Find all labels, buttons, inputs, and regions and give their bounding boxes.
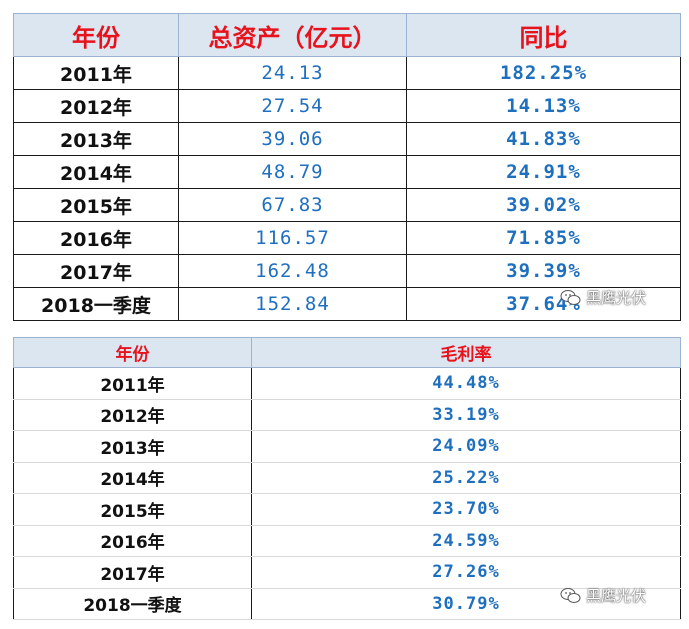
gross-margin-table: 年份 毛利率 2011年 44.48% 2012年 33.19% 2013年 24.09%…: [13, 337, 681, 620]
gross-margin-cell: 25.22%: [251, 462, 681, 494]
year-cell: 2012年: [13, 399, 252, 431]
table-row: 2016年 24.59%: [13, 525, 681, 557]
year-cell: 2015年: [13, 188, 179, 222]
table-row: 2013年 24.09%: [13, 430, 681, 463]
watermark: 黑鹰光伏: [560, 287, 646, 308]
header-year: 年份: [13, 13, 179, 57]
total-assets-cell: 24.13: [178, 56, 407, 90]
yoy-cell: 14.13%: [406, 89, 681, 123]
watermark-text: 黑鹰光伏: [586, 289, 647, 307]
table-header-row: 年份 总资产（亿元） 同比: [13, 13, 681, 57]
gross-margin-cell: 33.19%: [251, 399, 681, 431]
gross-margin-cell: 27.26%: [251, 556, 681, 589]
wechat-icon: [560, 587, 581, 603]
table-row: 2011年 24.13 182.25%: [13, 56, 681, 90]
year-cell: 2016年: [13, 221, 179, 255]
header-yoy: 同比: [406, 13, 681, 57]
table-row: 2015年 23.70%: [13, 493, 681, 526]
wechat-icon: [560, 289, 581, 305]
year-cell: 2014年: [13, 462, 252, 494]
total-assets-cell: 67.83: [178, 188, 407, 222]
header-gross-margin: 毛利率: [251, 337, 681, 368]
year-cell: 2014年: [13, 155, 179, 189]
table-row: 2012年 33.19%: [13, 399, 681, 431]
total-assets-cell: 116.57: [178, 221, 407, 255]
table-row: 2017年 162.48 39.39%: [13, 254, 681, 288]
table-row: 2014年 25.22%: [13, 462, 681, 494]
year-cell: 2012年: [13, 89, 179, 123]
year-cell: 2018一季度: [13, 588, 252, 620]
yoy-cell: 39.02%: [406, 188, 681, 222]
total-assets-cell: 39.06: [178, 122, 407, 156]
year-cell: 2011年: [13, 367, 252, 400]
table-divider: [0, 325, 689, 337]
header-total-assets: 总资产（亿元）: [178, 13, 407, 57]
gross-margin-cell: 30.79%: [251, 588, 681, 620]
year-cell: 2011年: [13, 56, 179, 90]
header-year: 年份: [13, 337, 252, 368]
gross-margin-cell: 24.59%: [251, 525, 681, 557]
yoy-cell: 41.83%: [406, 122, 681, 156]
total-assets-cell: 152.84: [178, 287, 407, 321]
yoy-cell: 24.91%: [406, 155, 681, 189]
year-cell: 2017年: [13, 556, 252, 589]
table-row: 2014年 48.79 24.91%: [13, 155, 681, 189]
total-assets-table: 年份 总资产（亿元） 同比 2011年 24.13 182.25% 2012年 27.5…: [13, 13, 681, 321]
year-cell: 2017年: [13, 254, 179, 288]
gross-margin-cell: 44.48%: [251, 367, 681, 400]
total-assets-cell: 27.54: [178, 89, 407, 123]
total-assets-cell: 48.79: [178, 155, 407, 189]
table-row: 2016年 116.57 71.85%: [13, 221, 681, 255]
table-row: 2012年 27.54 14.13%: [13, 89, 681, 123]
yoy-cell: 71.85%: [406, 221, 681, 255]
year-cell: 2015年: [13, 493, 252, 526]
table-row: 2017年 27.26%: [13, 556, 681, 589]
table-header-row: 年份 毛利率: [13, 337, 681, 368]
gross-margin-cell: 23.70%: [251, 493, 681, 526]
yoy-cell: 37.64%: [406, 287, 681, 321]
watermark-text: 黑鹰光伏: [586, 587, 647, 605]
yoy-cell: 182.25%: [406, 56, 681, 90]
table-row: 2015年 67.83 39.02%: [13, 188, 681, 222]
table-row: 2018一季度 30.79%: [13, 588, 681, 620]
table-row: 2013年 39.06 41.83%: [13, 122, 681, 156]
year-cell: 2018一季度: [13, 287, 179, 321]
table-row: 2018一季度 152.84 37.64%: [13, 287, 681, 321]
table-row: 2011年 44.48%: [13, 367, 681, 400]
total-assets-cell: 162.48: [178, 254, 407, 288]
year-cell: 2016年: [13, 525, 252, 557]
gross-margin-cell: 24.09%: [251, 430, 681, 463]
year-cell: 2013年: [13, 430, 252, 463]
yoy-cell: 39.39%: [406, 254, 681, 288]
year-cell: 2013年: [13, 122, 179, 156]
watermark: 黑鹰光伏: [560, 585, 646, 606]
